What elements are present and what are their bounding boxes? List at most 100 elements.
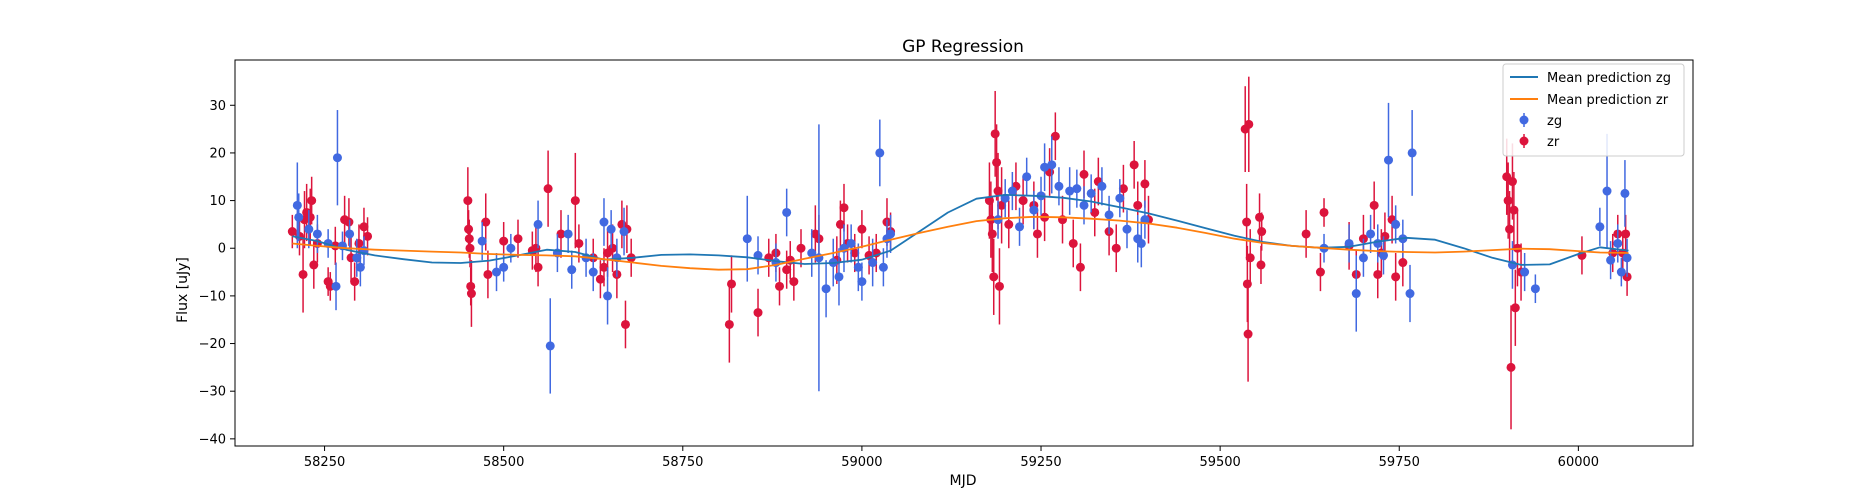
zr-point: [839, 183, 849, 232]
zr-marker: [513, 234, 523, 244]
zr-point: [1244, 76, 1254, 172]
legend-box: [1502, 63, 1685, 157]
zg-marker: [1086, 188, 1096, 198]
zg-point: [1054, 167, 1064, 206]
zg-marker: [1140, 215, 1150, 225]
zg-marker: [352, 253, 362, 263]
y-tick-label: 30: [209, 99, 226, 114]
zg-marker: [563, 229, 573, 239]
zg-point: [599, 198, 609, 246]
zg-marker: [1407, 148, 1417, 158]
zg-marker: [853, 262, 863, 272]
zg-marker: [886, 229, 896, 239]
legend-label-zr: zr: [1547, 135, 1560, 150]
zg-point: [1007, 171, 1017, 211]
y-tick-label: −20: [199, 337, 226, 352]
zr-marker: [307, 196, 317, 206]
zr-marker: [992, 157, 1002, 167]
x-tick-label: 59000: [841, 455, 882, 470]
y-axis: −40 −30 −20 −10 0 10 20 30: [199, 99, 235, 447]
zr-marker: [1245, 253, 1255, 263]
zr-point: [1510, 269, 1520, 346]
zr-point: [1050, 112, 1060, 161]
zg-marker: [1530, 284, 1540, 294]
zr-point: [987, 195, 997, 273]
zg-point: [1136, 219, 1146, 268]
zg-marker: [1622, 253, 1632, 263]
x-axis-label: MJD: [950, 473, 977, 489]
zg-marker: [332, 153, 342, 163]
zr-marker: [1391, 272, 1401, 282]
zg-point: [1344, 224, 1354, 263]
zg-point: [1122, 210, 1132, 249]
zg-point: [563, 214, 573, 253]
mean-prediction-lines: [292, 193, 1629, 271]
zr-marker: [595, 274, 605, 284]
zr-point: [753, 288, 763, 337]
zg-marker: [1022, 172, 1032, 182]
zg-point: [1022, 157, 1032, 196]
zg-point: [1622, 238, 1632, 277]
zr-marker: [1255, 212, 1265, 222]
zr-marker: [850, 248, 860, 258]
zr-point: [617, 200, 627, 249]
zr-marker: [997, 200, 1007, 210]
zr-marker: [1315, 267, 1325, 277]
zg-point: [1530, 274, 1540, 304]
x-tick-label: 60000: [1558, 455, 1599, 470]
zg-point: [807, 229, 817, 277]
zg-point: [1606, 241, 1616, 280]
zg-point: [821, 260, 831, 318]
zg-marker: [1054, 181, 1064, 191]
zg-point: [1616, 257, 1626, 287]
zg-point: [1140, 200, 1150, 239]
zg-point: [352, 238, 362, 277]
zr-point: [727, 255, 737, 313]
zg-marker: [1065, 186, 1075, 196]
zg-point: [1407, 110, 1417, 196]
zr-point: [1140, 160, 1150, 208]
zg-point: [294, 193, 304, 242]
zg-marker: [533, 219, 543, 229]
zr-marker: [483, 269, 493, 279]
zg-point: [603, 267, 613, 325]
zg-marker: [567, 265, 577, 275]
zg-marker: [619, 227, 629, 237]
zr-marker: [796, 243, 806, 253]
zr-marker: [1111, 243, 1121, 253]
zr-marker: [782, 265, 792, 275]
zg-marker: [1405, 289, 1415, 299]
zg-point: [619, 207, 629, 256]
zg-point: [1405, 264, 1415, 323]
zr-point: [309, 241, 319, 289]
zr-marker: [287, 227, 297, 237]
zr-marker: [1507, 177, 1517, 187]
zg-marker: [1391, 219, 1401, 229]
zr-marker: [727, 279, 737, 289]
legend-zr-marker-swatch: [1519, 134, 1529, 148]
zr-point: [1256, 245, 1266, 284]
zr-point: [1577, 236, 1587, 275]
zr-marker: [1621, 229, 1631, 239]
zr-marker: [543, 184, 553, 194]
zg-point: [846, 224, 856, 263]
zg-point: [332, 110, 342, 206]
zr-point: [782, 250, 792, 289]
y-tick-label: 20: [209, 146, 226, 161]
zg-marker: [807, 248, 817, 258]
zg-marker: [312, 229, 322, 239]
zr-marker: [499, 236, 509, 246]
zr-marker: [466, 289, 476, 299]
zr-marker: [1301, 229, 1311, 239]
zg-point: [1047, 136, 1057, 194]
zr-marker: [309, 260, 319, 270]
zr-marker: [1398, 258, 1408, 268]
zg-errorbar-series: [292, 102, 1632, 394]
zg-marker: [1072, 184, 1082, 194]
zg-marker: [1122, 224, 1132, 234]
zg-marker: [492, 267, 502, 277]
zg-marker: [1613, 238, 1623, 248]
zr-marker: [724, 319, 734, 329]
zr-marker: [556, 229, 566, 239]
